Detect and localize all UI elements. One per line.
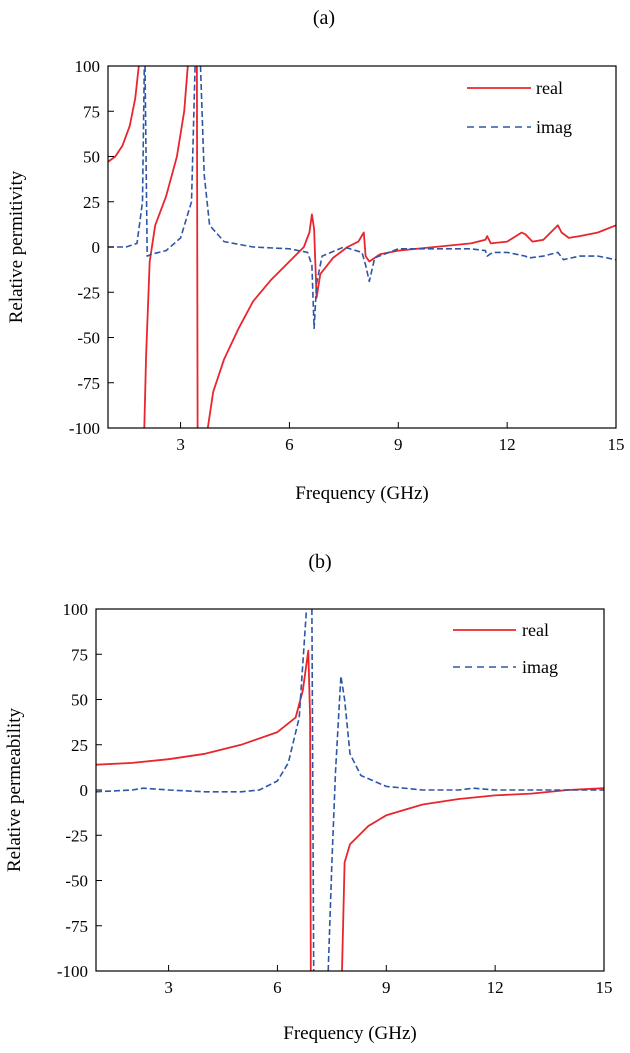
- y-tick-label-a: -75: [77, 374, 100, 393]
- panel-label-b: (b): [308, 551, 331, 573]
- x-tick-label-a: 12: [499, 435, 516, 454]
- ticks-b: 3 6 9 12 15 100 75 50 25 0 -25 -50 -75 -100: [57, 600, 613, 997]
- y-axis-label-b: Relative permeability: [4, 707, 25, 872]
- ticks-a: 3 6 9 12 15 100 75 50 25 0 -25 -50 -75 -100: [69, 57, 625, 454]
- y-tick-label-b: 0: [80, 781, 89, 800]
- plot-area-a: [108, 66, 616, 428]
- legend-label-imag-b: imag: [522, 657, 558, 677]
- y-tick-label-a: -100: [69, 419, 100, 438]
- y-tick-label-b: 75: [71, 645, 88, 664]
- series-real-line-a-seg2: [196, 66, 199, 428]
- y-tick-label-a: 0: [92, 238, 101, 257]
- series-imag-line-b-seg1: [311, 609, 315, 971]
- plot-area-b: [96, 609, 604, 971]
- y-tick-label-b: -50: [65, 872, 88, 891]
- series-real-line-b-seg1: [341, 787, 604, 971]
- series-imag-line-a-seg1: [144, 66, 196, 257]
- series-real-line-a-seg3: [206, 213, 616, 428]
- y-tick-label-b: 25: [71, 736, 88, 755]
- y-tick-label-a: -50: [77, 329, 100, 348]
- y-axis-label-a: Relative permitivity: [6, 170, 27, 323]
- legend-label-imag-a: imag: [536, 117, 572, 137]
- y-tick-label-b: 100: [63, 600, 89, 619]
- x-axis-label-a: Frequency (GHz): [295, 483, 428, 504]
- legend-label-real-a: real: [536, 78, 563, 98]
- y-tick-label-b: -75: [65, 917, 88, 936]
- x-tick-label-b: 9: [382, 978, 391, 997]
- chart-a: (a) 3 6 9 12 15 100 75 50 25 0 -25 -50 -75 -100 Frequ…: [6, 7, 625, 504]
- y-tick-label-a: 50: [83, 148, 100, 167]
- x-tick-label-b: 6: [273, 978, 282, 997]
- legend-a: real imag: [467, 78, 572, 137]
- series-real-line-a-seg0: [108, 66, 140, 163]
- chart-b: (b) 3 6 9 12 15 100 75 50 25 0 -25 -50 -75 -100 Frequ…: [4, 551, 613, 1044]
- x-tick-label-b: 3: [164, 978, 173, 997]
- series-real-line-a-seg1: [143, 66, 189, 428]
- y-tick-label-a: 75: [83, 102, 100, 121]
- series-imag-line-b-seg2: [327, 675, 604, 971]
- x-axis-label-b: Frequency (GHz): [283, 1023, 416, 1044]
- legend-label-real-b: real: [522, 620, 549, 640]
- y-tick-label-a: -25: [77, 283, 100, 302]
- series-imag-line-a-seg2: [199, 66, 616, 330]
- y-tick-label-b: -100: [57, 962, 88, 981]
- y-tick-label-b: -25: [65, 826, 88, 845]
- panel-label-a: (a): [313, 7, 335, 29]
- y-tick-label-a: 100: [75, 57, 101, 76]
- x-tick-label-a: 6: [285, 435, 294, 454]
- x-tick-label-b: 15: [596, 978, 613, 997]
- x-tick-label-a: 3: [176, 435, 185, 454]
- series-imag-line-a-seg0: [108, 66, 146, 248]
- series-real-line-b-seg0: [96, 649, 312, 971]
- series-imag-line-b-seg0: [96, 609, 308, 793]
- x-tick-label-a: 15: [608, 435, 625, 454]
- y-tick-label-a: 25: [83, 193, 100, 212]
- legend-b: real imag: [453, 620, 558, 677]
- x-tick-label-b: 12: [487, 978, 504, 997]
- x-tick-label-a: 9: [394, 435, 403, 454]
- y-tick-label-b: 50: [71, 691, 88, 710]
